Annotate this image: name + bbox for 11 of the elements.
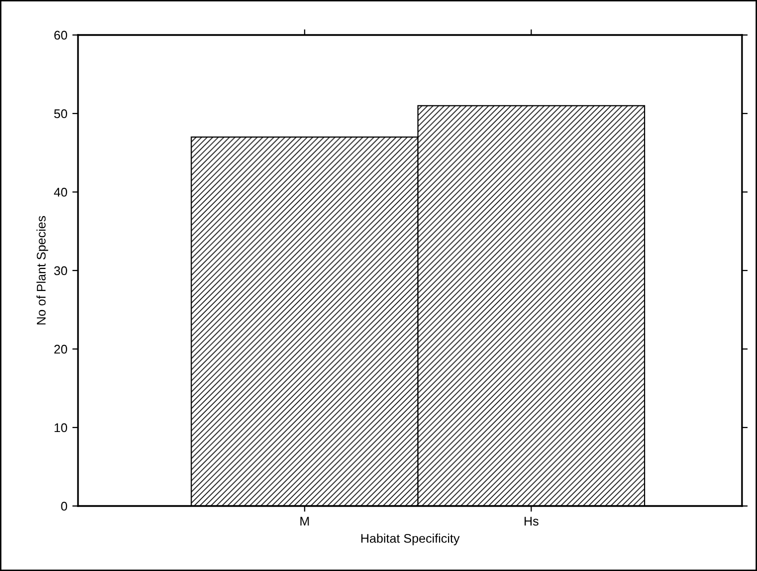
y-tick-label: 60 [54, 30, 68, 40]
y-tick-label: 30 [54, 266, 68, 276]
x-tick-label: M [300, 516, 309, 526]
y-tick-label: 20 [54, 344, 68, 354]
y-tick-label: 0 [61, 502, 68, 511]
y-axis-title: No of Plant Species [36, 216, 48, 324]
x-tick-label: Hs [524, 516, 538, 526]
y-tick-label: 50 [54, 109, 68, 118]
y-tick-label: 40 [54, 188, 68, 197]
y-tick-label: 10 [54, 423, 68, 432]
x-axis-title: Habitat Specificity [361, 534, 460, 546]
